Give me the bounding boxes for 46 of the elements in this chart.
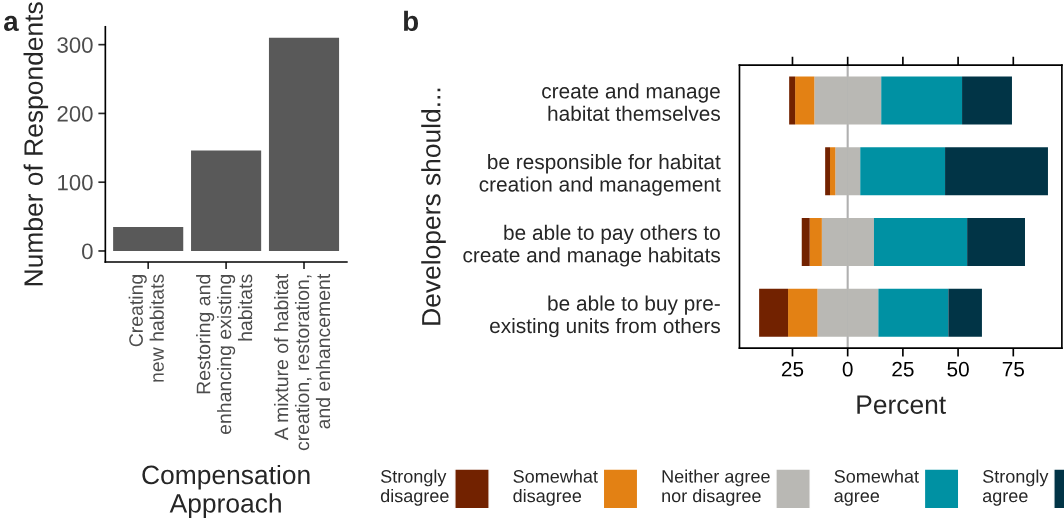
bar xyxy=(881,76,963,125)
x-tick-label: 0 xyxy=(842,361,853,377)
y-tick-label: be able to pay others to create and manage habitats xyxy=(463,224,720,267)
x-tick-label: 25 xyxy=(781,361,804,377)
x-axis-title: Percent xyxy=(857,395,946,414)
y-axis-title: Number of Respondents xyxy=(23,2,49,286)
x-tick-label: Restoring and enhancing existing habitats xyxy=(196,274,253,435)
bar xyxy=(948,288,982,337)
bar xyxy=(801,217,810,267)
legend-label: Neither agree nor disagree xyxy=(662,469,770,506)
bar xyxy=(113,226,184,251)
legend-label: Somewhat agree xyxy=(834,469,919,506)
x-tick-label: A mixture of habitat creation, restoration, and enhancement xyxy=(274,273,331,451)
bar xyxy=(191,150,262,251)
bar xyxy=(830,147,836,196)
x-tick-label: 75 xyxy=(1002,362,1025,377)
y-tick-label: 300 xyxy=(57,37,93,53)
bar xyxy=(825,147,831,196)
bar xyxy=(268,37,340,251)
y-tick-label: be responsible for habitat creation and management xyxy=(479,153,721,196)
legend-label: Strongly disagree xyxy=(380,469,449,506)
bar xyxy=(878,288,949,337)
bar xyxy=(788,288,818,337)
bar xyxy=(789,76,796,125)
y-tick-label: 100 xyxy=(58,174,93,191)
legend-label: Strongly agree xyxy=(982,469,1049,506)
y-tick-label: be able to buy pre- existing units from others xyxy=(490,295,720,338)
legend-label: Somewhat disagree xyxy=(513,469,598,506)
x-tick-label: 50 xyxy=(947,361,969,377)
chart-title: a xyxy=(4,15,19,32)
bar xyxy=(962,76,1012,125)
bar xyxy=(873,217,968,267)
y-tick-label: 0 xyxy=(82,243,93,260)
bar xyxy=(759,288,789,337)
bar xyxy=(945,147,1048,196)
y-axis-title: Developers should... xyxy=(421,88,446,325)
x-tick-label: Creating new habitats xyxy=(128,274,164,382)
bar xyxy=(967,217,1025,267)
bar xyxy=(795,76,815,125)
y-tick-label: 200 xyxy=(57,105,93,122)
bar xyxy=(860,147,946,196)
text: b xyxy=(404,10,419,32)
y-tick-label: create and manage habitat themselves xyxy=(542,83,720,121)
bar xyxy=(809,217,822,267)
x-axis-title: Compensation Approach xyxy=(142,464,310,518)
x-tick-label: 25 xyxy=(892,361,914,377)
